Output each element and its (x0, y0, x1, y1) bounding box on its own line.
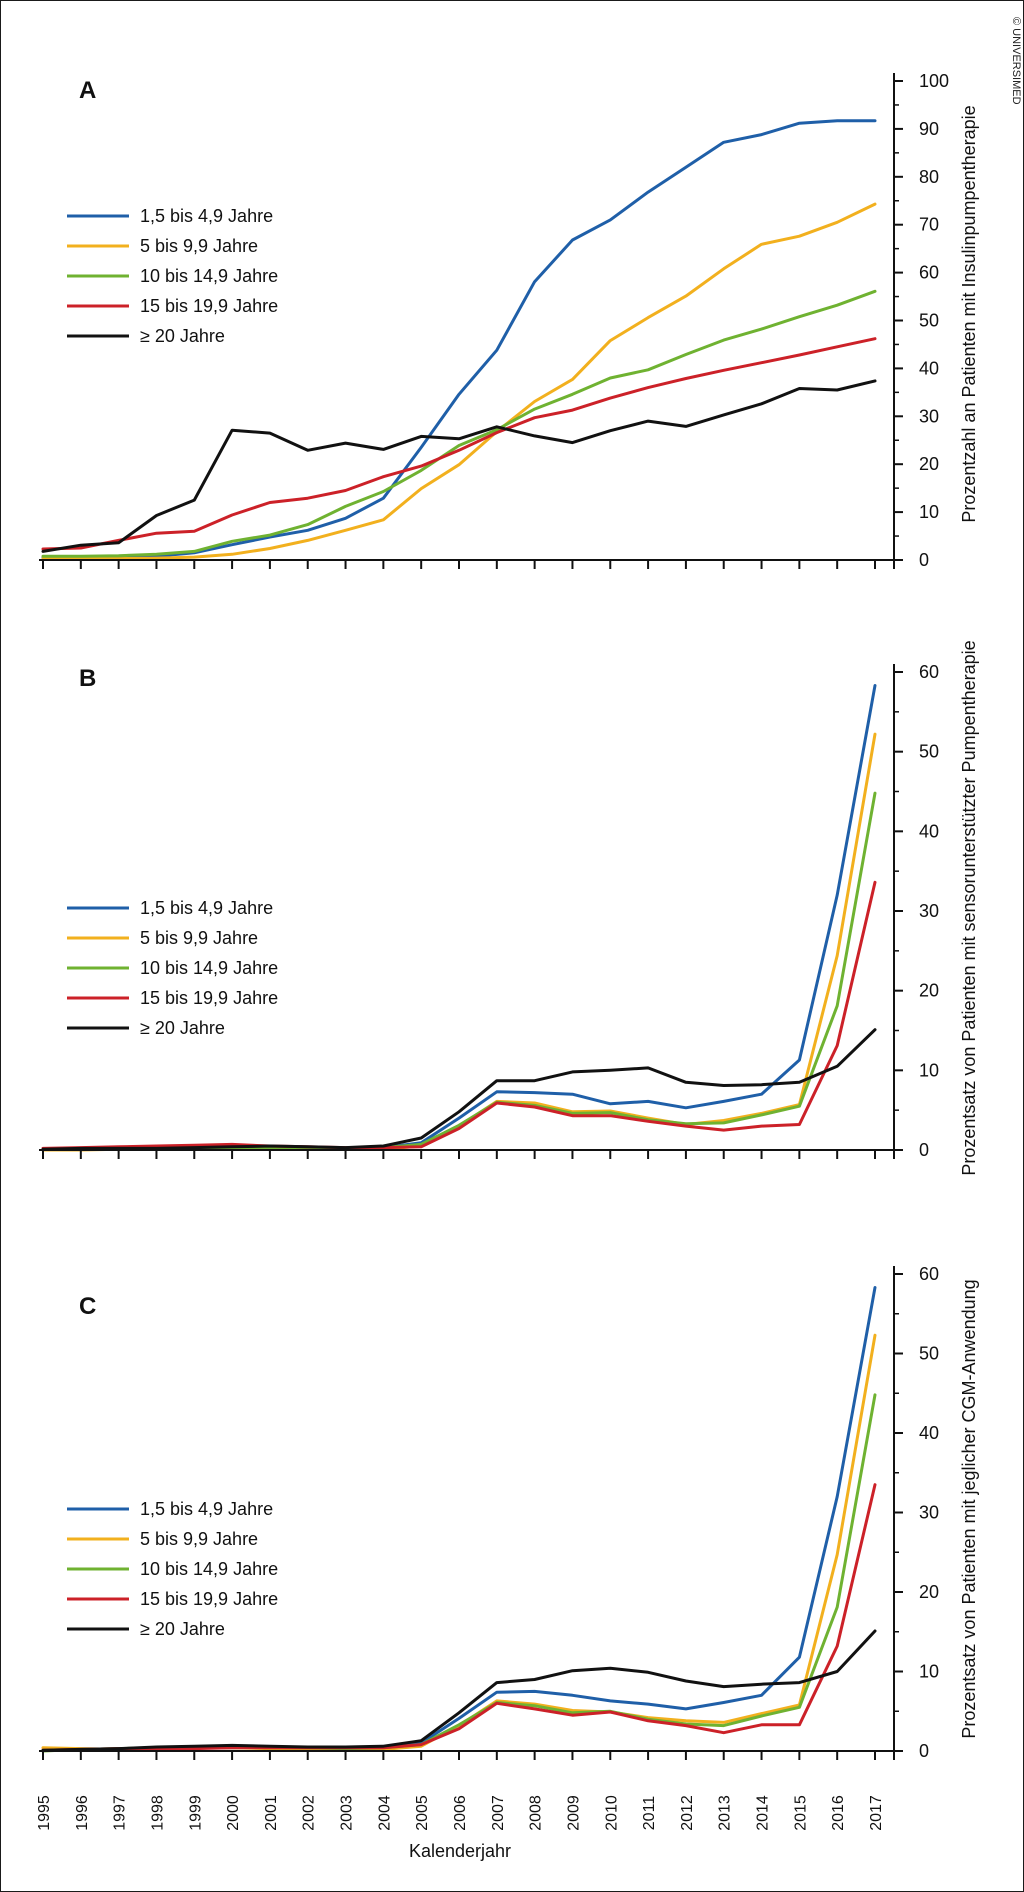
y-tick-label: 10 (919, 1060, 939, 1080)
legend-label: 1,5 bis 4,9 Jahre (140, 1499, 273, 1519)
x-tick-label: 2016 (830, 1795, 847, 1831)
legend-label: 10 bis 14,9 Jahre (140, 1559, 278, 1579)
y-tick-label: 30 (919, 1503, 939, 1523)
legend-label: 1,5 bis 4,9 Jahre (140, 206, 273, 226)
y-tick-label: 20 (919, 981, 939, 1001)
legend: 1,5 bis 4,9 Jahre 5 bis 9,9 Jahre 10 bis 1… (67, 898, 278, 1038)
y-tick-label: 20 (919, 1582, 939, 1602)
panel-b: B 1,5 bis 4,9 Jahre 5 bis 9,9 Jahre 10 bis… (39, 640, 979, 1176)
x-tick-label: 1999 (187, 1795, 204, 1831)
y-tick-label: 10 (919, 1662, 939, 1682)
x-tick-label: 2002 (301, 1795, 318, 1831)
x-tick-label: 2013 (717, 1795, 734, 1831)
x-tick-label: 2011 (641, 1796, 658, 1831)
legend-label: 15 bis 19,9 Jahre (140, 1589, 278, 1609)
y-tick-label: 40 (919, 821, 939, 841)
x-tick-label: 1996 (74, 1795, 91, 1831)
y-tick-label: 80 (919, 167, 939, 187)
x-axis-title: Kalenderjahr (409, 1841, 511, 1861)
copyright-notice: © UNIVERSIMED (1010, 17, 1022, 105)
y-tick-label: 40 (919, 358, 939, 378)
x-tick-label: 1998 (149, 1795, 166, 1831)
series-line-5 (41, 379, 877, 553)
legend-label: 10 bis 14,9 Jahre (140, 958, 278, 978)
panel-letter: C (79, 1293, 96, 1320)
y-tick-label: 60 (919, 662, 939, 682)
y-tick-label: 0 (919, 550, 929, 570)
legend: 1,5 bis 4,9 Jahre 5 bis 9,9 Jahre 10 bis 1… (67, 1499, 278, 1639)
panel-a: A 1,5 bis 4,9 Jahre 5 bis 9,9 Jahre 10 bis… (39, 71, 979, 570)
y-axis-title: Prozentsatz von Patienten mit jeglicher … (959, 1279, 979, 1738)
legend-label: 5 bis 9,9 Jahre (140, 928, 258, 948)
series-line-1 (41, 119, 877, 560)
series-line-4 (41, 337, 877, 551)
y-axis-title: Prozentsatz von Patienten mit sensorunte… (959, 640, 979, 1175)
legend-label: 5 bis 9,9 Jahre (140, 236, 258, 256)
x-tick-label: 2017 (868, 1795, 885, 1831)
legend-label: 15 bis 19,9 Jahre (140, 988, 278, 1008)
y-tick-label: 30 (919, 406, 939, 426)
axes: 0 10 20 30 40 50 60 (39, 1264, 939, 1761)
x-tick-label: 2003 (339, 1795, 356, 1831)
legend-label: ≥ 20 Jahre (140, 326, 225, 346)
x-tick-label: 1995 (36, 1795, 53, 1831)
y-tick-label: 0 (919, 1140, 929, 1160)
x-tick-label: 2012 (679, 1795, 696, 1831)
y-tick-label: 0 (919, 1741, 929, 1761)
y-tick-label: 40 (919, 1423, 939, 1443)
x-tick-labels: 1995 1996 1997 1998 1999 2000 2001 2002 2003 2004… (36, 1795, 885, 1831)
series-line-2 (41, 202, 877, 561)
x-tick-label: 2005 (414, 1795, 431, 1831)
series-lines (41, 1286, 877, 1753)
legend-label: ≥ 20 Jahre (140, 1018, 225, 1038)
y-tick-label: 90 (919, 119, 939, 139)
x-tick-label: 1997 (112, 1795, 129, 1831)
panel-letter: B (79, 665, 96, 692)
panel-c: C 1,5 bis 4,9 Jahre 5 bis 9,9 Jahre 10 bis… (36, 1264, 979, 1861)
series-line-5 (41, 1028, 877, 1151)
y-tick-label: 100 (919, 71, 949, 91)
series-line-5 (41, 1629, 877, 1752)
y-tick-label: 30 (919, 901, 939, 921)
y-axis-title: Prozentzahl an Patienten mit Insulinpump… (959, 105, 979, 522)
x-tick-label: 2015 (792, 1795, 809, 1831)
y-tick-label: 10 (919, 502, 939, 522)
y-tick-label: 60 (919, 1264, 939, 1284)
x-tick-label: 2008 (528, 1795, 545, 1831)
legend: 1,5 bis 4,9 Jahre 5 bis 9,9 Jahre 10 bis 1… (67, 206, 278, 346)
x-tick-label: 2009 (565, 1795, 582, 1831)
x-tick-label: 2007 (490, 1795, 507, 1831)
x-tick-label: 2014 (755, 1795, 772, 1831)
series-line-3 (41, 289, 877, 558)
y-tick-label: 70 (919, 215, 939, 235)
legend-label: 5 bis 9,9 Jahre (140, 1529, 258, 1549)
legend-label: 15 bis 19,9 Jahre (140, 296, 278, 316)
y-tick-label: 50 (919, 742, 939, 762)
y-tick-label: 60 (919, 263, 939, 283)
x-tick-label: 2006 (452, 1795, 469, 1831)
y-tick-label: 50 (919, 311, 939, 331)
legend-label: ≥ 20 Jahre (140, 1619, 225, 1639)
legend-label: 10 bis 14,9 Jahre (140, 266, 278, 286)
legend-label: 1,5 bis 4,9 Jahre (140, 898, 273, 918)
y-tick-label: 50 (919, 1344, 939, 1364)
axes: 0 10 20 30 40 50 60 70 80 90 100 (39, 71, 949, 570)
x-tick-label: 2004 (376, 1795, 393, 1831)
series-line-4 (41, 880, 877, 1150)
y-tick-label: 20 (919, 454, 939, 474)
axes: 0 10 20 30 40 50 60 (39, 662, 939, 1160)
x-tick-label: 2010 (603, 1795, 620, 1831)
series-lines (41, 119, 877, 561)
series-line-4 (41, 1483, 877, 1752)
x-tick-label: 2001 (263, 1795, 280, 1831)
panel-letter: A (79, 77, 96, 104)
x-tick-label: 2000 (225, 1795, 242, 1831)
